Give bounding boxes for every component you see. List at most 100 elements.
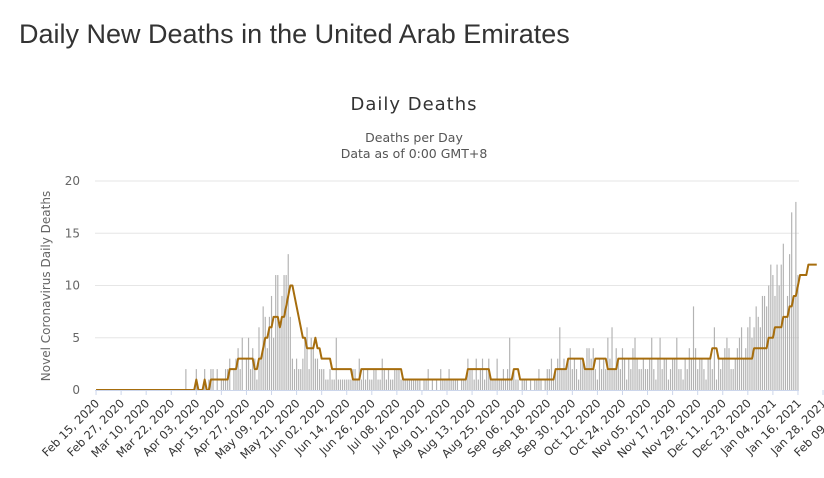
bar — [626, 379, 628, 390]
bar — [348, 379, 350, 390]
bar — [296, 358, 298, 390]
bar — [544, 379, 546, 390]
bar — [367, 369, 369, 390]
bar — [371, 379, 373, 390]
average-line-series — [96, 263, 817, 391]
bar — [791, 212, 793, 390]
bar — [312, 348, 314, 390]
bar — [260, 358, 262, 390]
bar — [653, 369, 655, 390]
bar — [335, 337, 337, 390]
bar — [517, 379, 519, 390]
bar — [523, 379, 525, 390]
bar — [375, 369, 377, 390]
bar — [252, 348, 254, 390]
page-heading: Daily New Deaths in the United Arab Emir… — [19, 19, 570, 49]
bar — [751, 337, 753, 390]
bar — [308, 369, 310, 390]
bar — [383, 369, 385, 390]
bar — [730, 369, 732, 390]
bar — [665, 358, 667, 390]
bar — [676, 337, 678, 390]
chart-subtitle-line-2: Data as of 0:00 GMT+8 — [341, 146, 488, 161]
bar — [291, 358, 293, 390]
bar — [369, 379, 371, 390]
bar — [613, 369, 615, 390]
bar — [705, 379, 707, 390]
bar — [237, 348, 239, 390]
bar — [634, 337, 636, 390]
bar — [521, 379, 523, 390]
bar — [667, 379, 670, 390]
bar — [298, 369, 300, 390]
y-tick-label: 15 — [65, 226, 80, 240]
bar — [325, 379, 327, 390]
bar — [279, 327, 281, 390]
bar — [494, 379, 496, 390]
bar — [500, 379, 502, 390]
bar — [358, 358, 360, 390]
bar — [387, 369, 390, 390]
bar — [304, 337, 306, 390]
bar — [486, 369, 488, 390]
bar — [655, 379, 657, 390]
bar — [770, 264, 772, 390]
bar — [642, 358, 644, 390]
bar — [571, 369, 573, 390]
bar — [509, 337, 511, 390]
bar — [475, 358, 477, 390]
bar — [362, 369, 365, 390]
bar — [699, 358, 701, 390]
bar — [381, 358, 383, 390]
bar — [496, 358, 498, 390]
bar — [649, 358, 651, 390]
bar — [736, 348, 738, 390]
bar — [686, 369, 688, 390]
bar — [515, 379, 517, 390]
bar — [479, 369, 482, 390]
bar — [406, 379, 408, 390]
bar — [289, 316, 291, 390]
bar — [310, 337, 312, 390]
bar — [672, 358, 674, 390]
y-tick-label: 10 — [65, 279, 80, 293]
bar — [450, 379, 452, 390]
y-axis-label: Novel Coronavirus Daily Deaths — [39, 191, 53, 381]
bar — [715, 379, 718, 390]
bar — [456, 379, 459, 390]
bar — [350, 379, 352, 390]
bar — [726, 337, 728, 390]
bar — [534, 379, 536, 390]
bar — [379, 379, 381, 390]
bar — [471, 369, 473, 390]
bar — [360, 379, 362, 390]
bar — [250, 369, 252, 390]
bar — [682, 379, 684, 390]
bar — [636, 358, 638, 390]
bar — [266, 348, 268, 390]
daily-deaths-chart: Daily Deaths Deaths per Day Data as of 0… — [0, 80, 824, 478]
bar — [513, 369, 515, 390]
bar — [341, 379, 344, 390]
bar — [596, 379, 598, 390]
bar — [431, 379, 433, 390]
bar — [617, 358, 619, 390]
y-tick-label: 5 — [72, 331, 80, 345]
y-tick-label: 0 — [72, 383, 80, 397]
bar — [254, 358, 256, 390]
bar — [569, 348, 571, 390]
bar — [695, 348, 697, 390]
bar — [400, 379, 402, 390]
bar — [525, 379, 527, 390]
bar — [536, 379, 538, 390]
bar — [410, 379, 413, 390]
bar — [772, 275, 774, 390]
bar — [678, 369, 680, 390]
bar — [784, 316, 787, 390]
bar — [709, 358, 711, 390]
bar — [582, 358, 584, 390]
bar — [419, 379, 421, 390]
bar — [285, 275, 287, 390]
bar — [323, 369, 325, 390]
